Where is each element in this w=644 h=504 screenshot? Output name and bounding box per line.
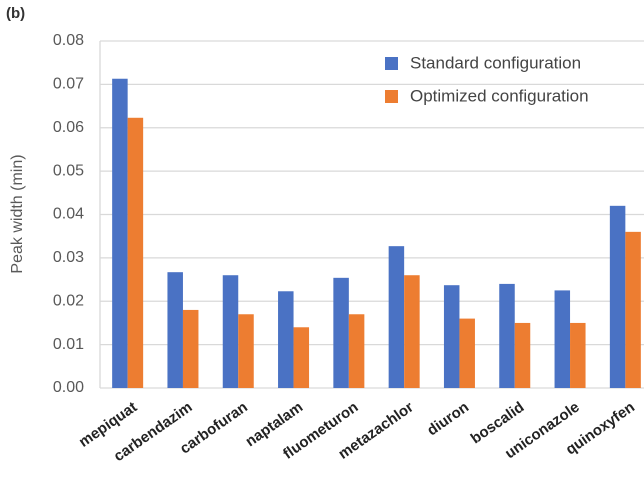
bar — [127, 117, 144, 389]
bar — [459, 318, 475, 388]
bar — [293, 327, 310, 388]
legend-swatch — [385, 90, 398, 103]
y-tick-label: 0.06 — [53, 119, 84, 136]
bar — [388, 246, 405, 388]
bar — [333, 277, 349, 388]
y-tick-label: 0.08 — [53, 32, 84, 49]
y-tick-label: 0.01 — [53, 336, 84, 353]
panel-label: (b) — [6, 5, 25, 22]
legend-label: Optimized configuration — [410, 86, 589, 105]
legend-label: Standard configuration — [410, 53, 581, 72]
bar — [499, 283, 515, 388]
bar — [443, 285, 460, 388]
y-tick-label: 0.05 — [53, 162, 84, 179]
bar — [112, 78, 128, 388]
legend-swatch — [385, 57, 398, 70]
y-tick-label: 0.03 — [53, 249, 84, 266]
y-tick-label: 0.07 — [53, 76, 84, 93]
bar — [348, 314, 365, 388]
y-tick-label: 0.04 — [53, 206, 84, 223]
bar — [570, 322, 586, 388]
bar — [625, 231, 641, 388]
y-axis-label: Peak width (min) — [9, 154, 26, 273]
x-tick-label: diuron — [424, 399, 472, 440]
bar — [167, 272, 183, 388]
bar — [182, 309, 199, 388]
y-tick-label: 0.00 — [53, 379, 84, 396]
bar — [609, 205, 626, 388]
bar — [404, 275, 420, 388]
bar — [514, 322, 531, 388]
bar — [554, 290, 571, 388]
bar — [238, 314, 254, 388]
bar — [278, 291, 294, 388]
y-tick-label: 0.02 — [53, 292, 84, 309]
bar — [222, 275, 239, 388]
